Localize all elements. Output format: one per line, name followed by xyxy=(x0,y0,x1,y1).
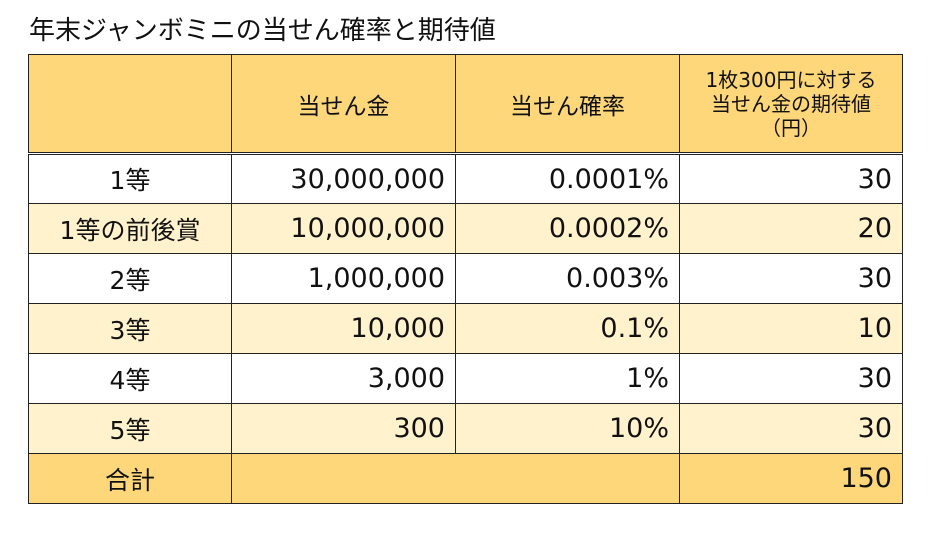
row-expected: 30 xyxy=(679,253,903,304)
row-probability: 0.0001% xyxy=(455,153,680,204)
table-row: 1等の前後賞 10,000,000 0.0002% 20 xyxy=(28,203,903,254)
row-label: 1等の前後賞 xyxy=(28,203,232,254)
table-row: 2等 1,000,000 0.003% 30 xyxy=(28,253,903,304)
page-title: 年末ジャンボミニの当せん確率と期待値 xyxy=(29,16,496,46)
header-expected-line-1: 1枚300円に対する xyxy=(705,67,877,92)
total-empty-cell xyxy=(231,453,680,504)
row-prize: 3,000 xyxy=(231,353,456,404)
table-row: 3等 10,000 0.1% 10 xyxy=(28,303,903,354)
row-label: 2等 xyxy=(28,253,232,304)
header-probability: 当せん確率 xyxy=(455,54,680,155)
total-row: 合計 150 xyxy=(28,453,903,504)
row-probability: 0.0002% xyxy=(455,203,680,254)
row-prize: 10,000 xyxy=(231,303,456,354)
row-probability: 10% xyxy=(455,403,680,454)
total-label: 合計 xyxy=(28,453,232,504)
header-expected-value: 1枚300円に対する 当せん金の期待値 （円） xyxy=(679,54,903,155)
row-probability: 1% xyxy=(455,353,680,404)
row-expected: 30 xyxy=(679,403,903,454)
header-prize: 当せん金 xyxy=(231,54,456,155)
header-blank xyxy=(28,54,232,155)
table-header-row: 当せん金 当せん確率 1枚300円に対する 当せん金の期待値 （円） xyxy=(28,54,903,155)
row-prize: 10,000,000 xyxy=(231,203,456,254)
header-expected-line-2: 当せん金の期待値 xyxy=(711,91,871,116)
row-prize: 30,000,000 xyxy=(231,153,456,204)
row-label: 1等 xyxy=(28,153,232,204)
row-expected: 10 xyxy=(679,303,903,354)
row-prize: 300 xyxy=(231,403,456,454)
table-row: 4等 3,000 1% 30 xyxy=(28,353,903,404)
row-label: 3等 xyxy=(28,303,232,354)
expected-value-table: 当せん金 当せん確率 1枚300円に対する 当せん金の期待値 （円） 1等 30… xyxy=(28,54,903,504)
row-expected: 20 xyxy=(679,203,903,254)
row-probability: 0.1% xyxy=(455,303,680,354)
row-label: 5等 xyxy=(28,403,232,454)
header-expected-line-3: （円） xyxy=(761,115,821,140)
total-expected: 150 xyxy=(679,453,903,504)
row-prize: 1,000,000 xyxy=(231,253,456,304)
row-expected: 30 xyxy=(679,353,903,404)
row-expected: 30 xyxy=(679,153,903,204)
table-row: 5等 300 10% 30 xyxy=(28,403,903,454)
row-probability: 0.003% xyxy=(455,253,680,304)
row-label: 4等 xyxy=(28,353,232,404)
table-row: 1等 30,000,000 0.0001% 30 xyxy=(28,153,903,204)
